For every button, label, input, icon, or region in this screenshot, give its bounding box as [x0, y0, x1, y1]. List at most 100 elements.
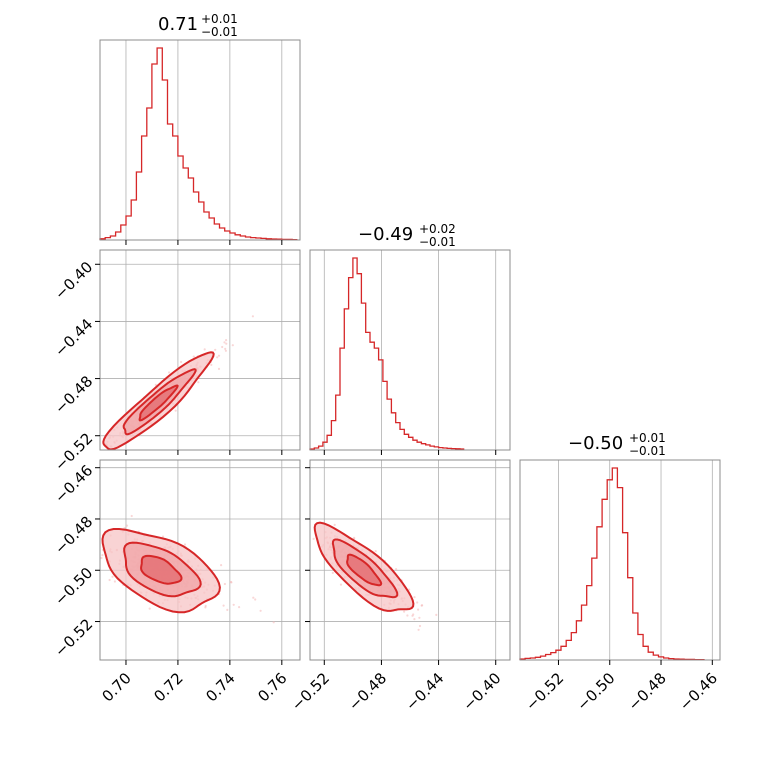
p21-point [214, 348, 217, 351]
p31-contour-line-2 [140, 554, 183, 585]
p31-contour-line-1 [123, 541, 202, 598]
p32-contour-line-0 [313, 521, 415, 612]
p32-frame [309, 459, 511, 661]
p31-point [220, 564, 223, 567]
p31-ylabel-1: −0.48 [51, 513, 96, 558]
p21-point [223, 341, 226, 344]
p21-ylabel-2: −0.48 [51, 372, 96, 417]
p31-point [108, 578, 111, 582]
p21-point [197, 381, 200, 384]
p32-point [417, 628, 420, 631]
p32-contour-line-1 [331, 538, 399, 599]
p3-xlabel-0: −0.52 [522, 669, 567, 714]
p32-point [374, 550, 377, 553]
p31-point [222, 604, 225, 607]
p1-histogram-line [99, 47, 298, 241]
p21-point [217, 367, 221, 370]
title-param3: −0.50 [568, 433, 623, 454]
p32-point [413, 618, 416, 621]
title-param1-upper: +0.01 [201, 12, 238, 26]
p31-point [125, 524, 129, 527]
p31-contour-line-0 [101, 528, 221, 614]
p31-point [161, 535, 165, 538]
p3-frame [519, 459, 721, 661]
p31-point [130, 514, 133, 518]
p31-point [223, 582, 226, 586]
p21-point [217, 354, 221, 357]
p21-point [231, 344, 234, 347]
p21-contour-line-2 [138, 384, 179, 422]
p21-point [224, 349, 227, 352]
p31-point [113, 580, 116, 583]
p21-ylabel-1: −0.44 [51, 315, 96, 360]
title-param1-lower: −0.01 [201, 25, 238, 39]
title-param2: −0.49 [358, 224, 413, 245]
p21-point [154, 383, 157, 386]
p31-point [148, 607, 151, 610]
tick-layer: −0.40−0.44−0.48−0.52−0.46−0.48−0.50−0.52… [51, 240, 721, 714]
title-param3-median: −0.50 [568, 433, 623, 454]
p31-point [101, 554, 104, 557]
p2-frame [309, 249, 511, 451]
p32-point [435, 613, 438, 617]
p31-xlabel-2: 0.74 [202, 669, 238, 705]
p31-xlabel-3: 0.76 [254, 669, 290, 705]
p21-point [225, 339, 228, 342]
p32-xlabel-1: −0.48 [345, 669, 390, 714]
p32-point [416, 601, 419, 604]
p32-point [333, 523, 336, 527]
p32-point [418, 624, 422, 628]
title-param2-median: −0.49 [358, 224, 413, 245]
p32-contour-fill-2 [347, 554, 382, 586]
frame-layer [99, 39, 721, 661]
p21-ylabel-0: −0.40 [51, 258, 96, 303]
p31-point [272, 621, 275, 624]
p32-point [417, 608, 420, 611]
p1-frame [99, 39, 301, 241]
p21-frame [99, 249, 301, 451]
p32-point [403, 610, 406, 613]
title-param3-upper: +0.01 [629, 431, 666, 445]
p31-point [111, 575, 114, 578]
p32-point [339, 583, 343, 586]
title-param1-median: 0.71 [158, 14, 198, 35]
p32-point [408, 588, 411, 591]
p21-point [225, 342, 228, 345]
p31-point [229, 580, 232, 584]
title-param2-lower: −0.01 [419, 235, 456, 249]
p32-point [395, 568, 398, 571]
p31-xlabel-0: 0.70 [98, 669, 134, 705]
p3-xlabel-1: −0.50 [573, 669, 618, 714]
p31-point [252, 596, 255, 599]
p32-point [418, 616, 421, 619]
p32-xlabel-0: −0.52 [288, 669, 333, 714]
p32-point [411, 614, 414, 617]
title-param3-lower: −0.01 [629, 444, 666, 458]
p2-histogram-line [309, 257, 465, 450]
p21-point [192, 355, 195, 358]
p21-point [203, 348, 206, 351]
p31-point [183, 543, 187, 546]
p32-xlabel-2: −0.44 [402, 669, 447, 714]
p31-point [226, 608, 229, 612]
p31-ylabel-3: −0.52 [51, 615, 96, 660]
p32-point [406, 614, 409, 617]
p31-point [254, 598, 257, 601]
p31-xlabel-1: 0.72 [150, 669, 186, 705]
title-param2-upper: +0.02 [419, 222, 456, 236]
p21-point [210, 363, 213, 366]
p21-point [168, 371, 171, 374]
p32-point [312, 537, 315, 541]
p3-histogram-line [519, 467, 705, 661]
p31-ylabel-2: −0.50 [51, 564, 96, 609]
p21-point [180, 360, 183, 364]
p31-point [204, 606, 207, 609]
p21-contour-fill-2 [139, 385, 178, 421]
p21-point [224, 347, 227, 350]
p3-xlabel-3: −0.46 [676, 669, 721, 714]
p31-point [100, 556, 103, 560]
p31-point [259, 609, 262, 612]
p32-contour-line-2 [346, 553, 383, 587]
p31-point [238, 606, 241, 609]
p21-point [221, 345, 224, 349]
